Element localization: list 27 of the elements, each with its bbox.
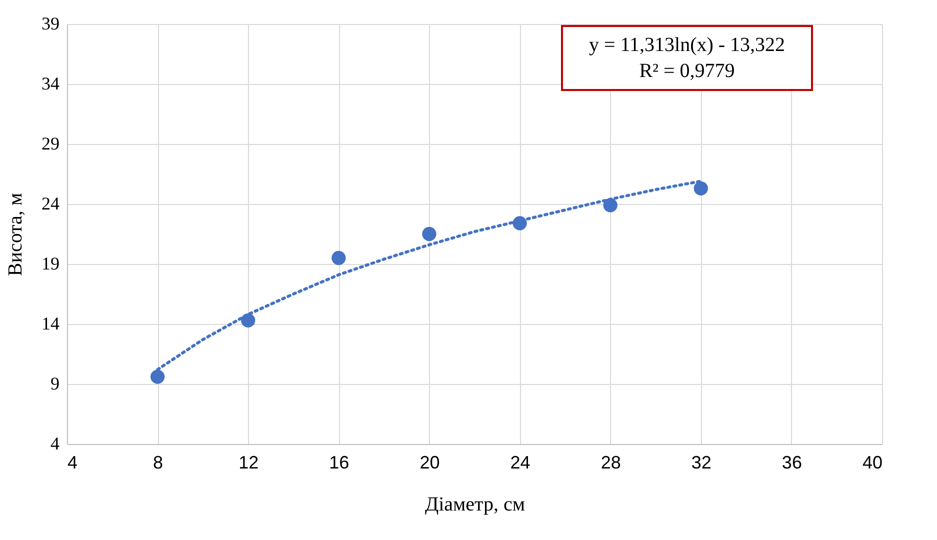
y-axis-title: Висота, м	[4, 192, 26, 276]
annotation: R² = 0,9779	[639, 60, 735, 82]
x-tick-label: 20	[420, 452, 440, 472]
y-tick-label: 14	[42, 314, 60, 334]
point	[694, 181, 708, 196]
x-tick-label: 8	[153, 452, 164, 472]
point	[150, 370, 165, 384]
y-tick-label: 29	[42, 134, 60, 154]
point	[603, 198, 618, 212]
annotation: y = 11,313ln(x) - 13,322	[588, 34, 786, 56]
x-tick-label: 36	[782, 452, 802, 472]
y-tick-label: 34	[42, 74, 60, 94]
x-tick-label: 24	[510, 452, 530, 472]
point	[332, 250, 346, 266]
x-tick-label: 4	[68, 452, 78, 472]
x-tick-label: 32	[691, 452, 712, 472]
y-tick-label: 19	[42, 254, 60, 274]
y-tick-label: 24	[42, 194, 60, 214]
x-tick-label: 12	[238, 452, 259, 472]
x-tick-label: 40	[862, 452, 882, 472]
x-tick-label: 16	[329, 452, 350, 472]
y-tick-label: 4	[50, 434, 60, 454]
y-tick-label: 9	[50, 374, 60, 394]
x-tick-label: 28	[600, 452, 621, 472]
x-axis-title: Діаметр, см	[424, 494, 526, 516]
point	[422, 226, 436, 242]
y-tick-label: 39	[42, 14, 60, 34]
